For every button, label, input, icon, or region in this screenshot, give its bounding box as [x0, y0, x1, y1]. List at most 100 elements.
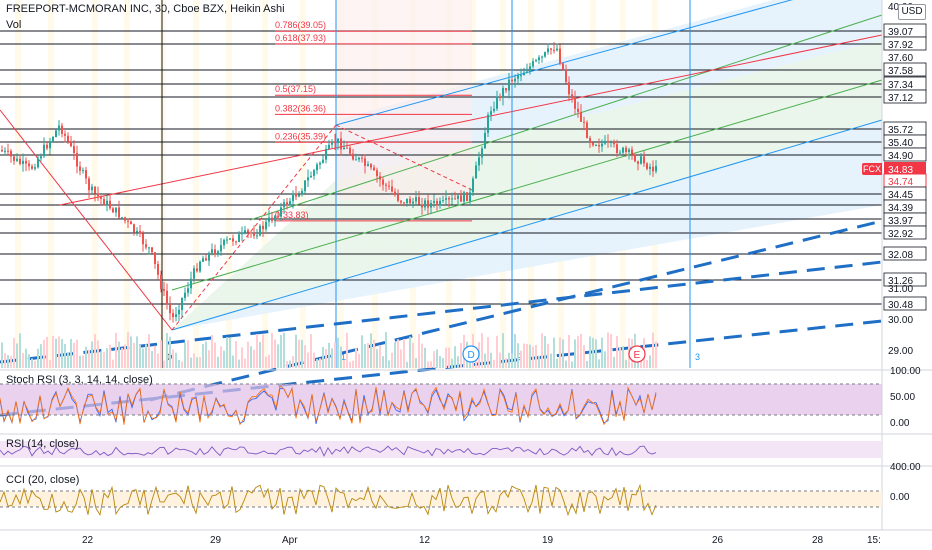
candle-body [187, 288, 189, 293]
candle-body [517, 75, 519, 79]
stoch-rsi-title[interactable]: Stoch RSI (3, 3, 14, 14, close) [6, 374, 153, 386]
candle-body [286, 202, 288, 206]
volume-bar [640, 355, 642, 368]
candle-body [637, 161, 639, 164]
volume-bar [157, 353, 159, 368]
stoch-axis-label: 50.00 [890, 392, 915, 403]
volume-bar [562, 339, 564, 368]
candle-body [454, 198, 456, 200]
volume-bar [322, 346, 324, 368]
stoch-d-line [0, 384, 657, 426]
volume-bar [190, 357, 192, 368]
candle-body [283, 202, 285, 208]
volume-bar [316, 358, 318, 368]
volume-bar [577, 336, 579, 368]
price-axis-label: 37.60 [888, 53, 913, 64]
volume-bar [505, 358, 507, 368]
cci-title[interactable]: CCI (20, close) [6, 474, 80, 486]
volume-bar [61, 339, 63, 368]
volume-bar [232, 355, 234, 368]
volume-bar [169, 336, 171, 368]
candle-body [274, 215, 276, 221]
volume-bar [583, 345, 585, 368]
candle-body [514, 78, 516, 82]
candle-body [268, 217, 270, 222]
candle-body [64, 133, 66, 136]
candle-body [100, 196, 102, 199]
pitchfork-handle-b [171, 124, 337, 331]
candle-body [610, 142, 612, 144]
candle-body [193, 268, 195, 279]
volume-bar [367, 343, 369, 368]
price-axis-label: 39.07 [888, 27, 913, 38]
volume-bar [235, 341, 237, 368]
volume-bar [247, 341, 249, 368]
volume-bar [337, 337, 339, 368]
candle-body [349, 147, 351, 154]
candle-body [448, 198, 450, 200]
candle-body [460, 195, 462, 202]
volume-bar [349, 361, 351, 368]
volume-bar [76, 339, 78, 368]
candle-body [196, 268, 198, 272]
volume-bar [55, 338, 57, 368]
candle-body [178, 309, 180, 315]
rsi-title[interactable]: RSI (14, close) [6, 438, 79, 450]
volume-bar [229, 337, 231, 368]
candle-body [634, 154, 636, 162]
candle-body [361, 157, 363, 159]
volume-bar [100, 351, 102, 368]
date-axis-label: 15: [867, 535, 881, 546]
volume-bar [271, 332, 273, 368]
candle-body [370, 164, 372, 168]
candle-body [46, 144, 48, 149]
fib-level-label: 0.382(36.36) [275, 103, 326, 113]
volume-bar [508, 352, 510, 368]
candle-body [457, 195, 459, 199]
volume-bar [301, 339, 303, 368]
candle-body [544, 52, 546, 57]
volume-bar [223, 350, 225, 368]
volume-bar [550, 353, 552, 368]
candle-body [547, 48, 549, 53]
session-band [48, 0, 54, 370]
volume-bar [445, 347, 447, 368]
candle-body [22, 160, 24, 164]
candle-body [508, 79, 510, 91]
date-axis-label: 28 [812, 535, 824, 546]
candle-body [277, 215, 279, 217]
candle-body [598, 144, 600, 147]
volume-bar [388, 360, 390, 368]
price-axis-label: 29.00 [888, 346, 913, 357]
volume-bar [652, 332, 654, 368]
candle-body [523, 72, 525, 76]
pitchfork-median [59, 34, 883, 206]
candle-body [628, 149, 630, 152]
candle-body [172, 313, 174, 318]
candle-body [556, 48, 558, 51]
volume-bar [574, 339, 576, 368]
volume-bar [67, 352, 69, 368]
volume-bar [244, 358, 246, 368]
volume-bar [37, 348, 39, 368]
volume-bar [502, 333, 504, 368]
currency-button[interactable]: USD [898, 4, 926, 20]
volume-bar [103, 351, 105, 368]
price-axis-label: 35.72 [888, 125, 913, 136]
symbol-title[interactable]: FREEPORT-MCMORAN INC, 30, Cboe BZX, Heik… [6, 3, 285, 15]
candle-body [433, 200, 435, 204]
candle-body [184, 292, 186, 298]
candle-body [571, 94, 573, 99]
volume-bar [406, 361, 408, 368]
volume-bar [343, 359, 345, 368]
candle-body [166, 290, 168, 305]
candle-body [115, 207, 117, 213]
volume-bar [475, 354, 477, 368]
volume-bar [397, 339, 399, 368]
volume-bar [334, 342, 336, 368]
volume-label[interactable]: Vol [6, 19, 22, 31]
candle-body [529, 66, 531, 72]
volume-bar [211, 335, 213, 368]
volume-bar [382, 356, 384, 368]
